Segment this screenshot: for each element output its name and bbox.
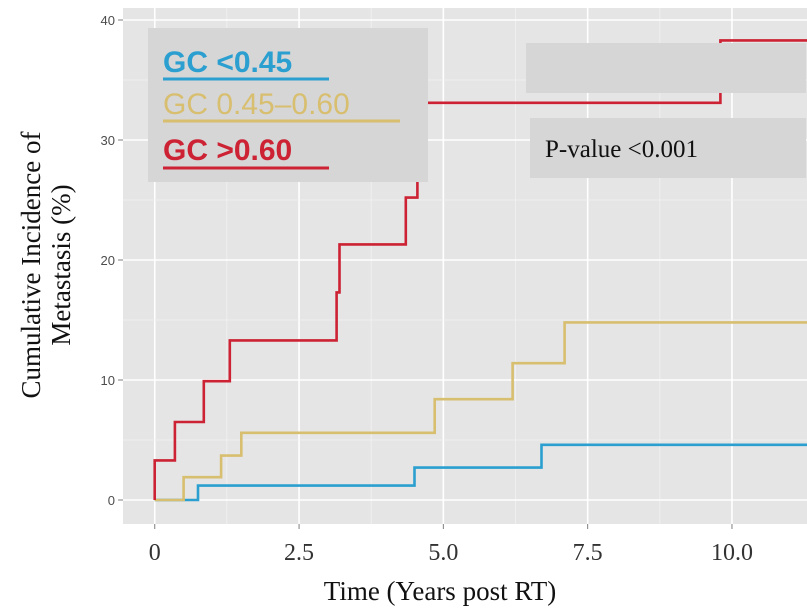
p-value-box: P-value <0.001: [526, 43, 806, 178]
series-line-1: [154, 321, 807, 502]
y-tick-label: 20: [101, 253, 115, 268]
x-axis-title: Time (Years post RT): [324, 576, 556, 606]
legend: GC <0.45 GC 0.45–0.60 GC >0.60: [148, 28, 428, 182]
y-tick-label: 30: [101, 133, 115, 148]
p-value-box-lower: [530, 118, 806, 178]
x-tick-label: 0: [149, 540, 161, 566]
x-tick-label: 5.0: [428, 540, 458, 566]
y-tick-label: 10: [101, 373, 115, 388]
series-line-0: [154, 443, 807, 502]
p-value-box-upper: [526, 43, 806, 93]
y-tick-label: 40: [101, 13, 115, 28]
x-tick-label: 10.0: [711, 540, 753, 566]
y-axis-title-line-1: Cumulative Incidence of: [16, 132, 46, 399]
p-value-text: P-value <0.001: [545, 136, 698, 163]
y-tick-label: 0: [108, 493, 115, 508]
legend-label-gc-mid: GC 0.45–0.60: [163, 88, 350, 121]
y-axis-title-line-2: Metastasis (%): [46, 184, 76, 345]
axis-ticks: 0 10 20 30 40 0 2.5 5.0 7.5 10.0: [101, 13, 753, 566]
legend-label-gc-high: GC >0.60: [163, 134, 292, 167]
legend-box: [148, 28, 428, 182]
x-tick-label: 2.5: [284, 540, 314, 566]
x-tick-label: 7.5: [573, 540, 603, 566]
legend-label-gc-low: GC <0.45: [163, 46, 292, 79]
